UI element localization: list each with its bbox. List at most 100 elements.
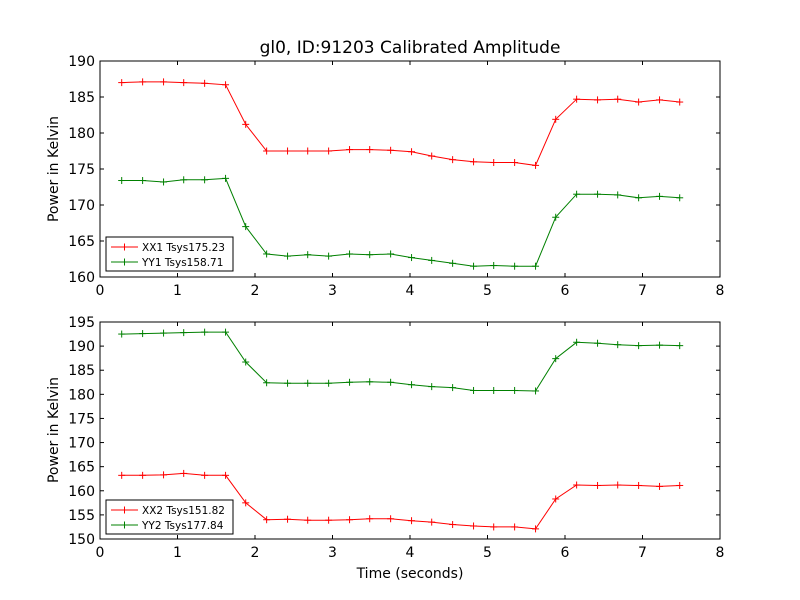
y-tick-label: 185 [68,363,95,379]
data-point [511,159,519,167]
bottom-chart: 0 1 2 3 4 5 6 7 8150155160165170175180185190195 … [46,315,724,582]
data-point [263,250,271,258]
x-axis-label: Time (seconds) [356,566,464,582]
data-point [284,515,292,523]
y-tick-label: 160 [68,270,95,286]
y-tick-label: 180 [68,126,95,142]
data-point [263,516,271,524]
data-point [242,358,250,366]
plot-frame [99,60,721,278]
data-point [180,79,188,87]
data-point [325,516,333,524]
data-point [573,95,581,103]
x-tick-label: 6 [561,283,570,299]
data-point [160,329,168,337]
data-point [532,262,540,270]
data-point [676,194,684,202]
x-tick-label: 7 [638,545,647,561]
data-point [408,254,416,262]
data-point [490,386,498,394]
data-point [532,525,540,533]
data-point [201,328,209,336]
data-point [428,152,436,160]
series-line-0 [121,472,680,530]
data-point [614,341,622,349]
data-point [346,378,354,386]
data-point [676,98,684,106]
data-point [118,79,126,87]
data-point [511,262,519,270]
data-point [222,328,230,336]
data-point [180,329,188,337]
x-tick-label: 1 [173,545,182,561]
data-point [304,379,312,387]
legend: XX2 Tsys151.82 YY2 Tsys177.84 [105,499,234,535]
data-point [242,223,250,231]
legend-item: XX2 Tsys151.82 [111,505,225,517]
data-point [325,252,333,260]
data-point [656,341,664,349]
data-point [139,471,147,479]
data-point [242,120,250,128]
x-tick-label: 4 [406,283,415,299]
y-axis-label: Power in Kelvin [46,377,62,483]
data-point [201,471,209,479]
data-point [325,147,333,155]
data-point [614,95,622,103]
legend-label: YY1 Tsys158.71 [141,257,223,269]
y-tick-label: 170 [68,198,95,214]
data-point [449,156,457,164]
data-point [594,190,602,198]
data-point [304,147,312,155]
y-tick-label: 185 [68,90,95,106]
data-point [449,384,457,392]
legend: XX1 Tsys175.23 YY1 Tsys158.71 [105,236,234,272]
data-point [284,379,292,387]
data-point [470,262,478,270]
data-point [573,190,581,198]
data-point [635,98,643,106]
data-point [470,522,478,530]
data-point [139,177,147,185]
data-point [160,471,168,479]
data-point [490,261,498,269]
x-tick-label: 6 [561,545,570,561]
y-tick-label: 175 [68,411,95,427]
y-tick-label: 160 [68,484,95,500]
data-point [346,146,354,154]
legend-item: XX1 Tsys175.23 [111,242,225,254]
data-point [490,523,498,531]
legend-item: YY1 Tsys158.71 [111,257,223,269]
data-point [201,79,209,87]
data-point [263,147,271,155]
data-point [552,213,560,221]
x-tick-label: 7 [638,283,647,299]
data-point [118,330,126,338]
data-point [222,471,230,479]
series-line-1 [121,177,680,267]
y-tick-label: 190 [68,339,95,355]
data-point [346,250,354,258]
data-point [387,146,395,154]
data-point [222,174,230,182]
data-point [656,96,664,104]
x-tick-label: 5 [483,283,492,299]
data-point [304,251,312,259]
x-tick-label: 3 [328,545,337,561]
chart-title: gl0, ID:91203 Calibrated Amplitude [260,38,561,58]
legend-box [105,499,234,535]
data-point [594,96,602,104]
data-point [387,515,395,523]
x-tick-label: 1 [173,283,182,299]
data-point [594,481,602,489]
y-tick-label: 165 [68,234,95,250]
data-point [573,338,581,346]
data-point [449,259,457,267]
data-point [532,161,540,169]
data-point [656,482,664,490]
data-point [118,471,126,479]
data-point [428,518,436,526]
data-point [325,379,333,387]
x-tick-label: 3 [328,283,337,299]
data-point [449,521,457,529]
